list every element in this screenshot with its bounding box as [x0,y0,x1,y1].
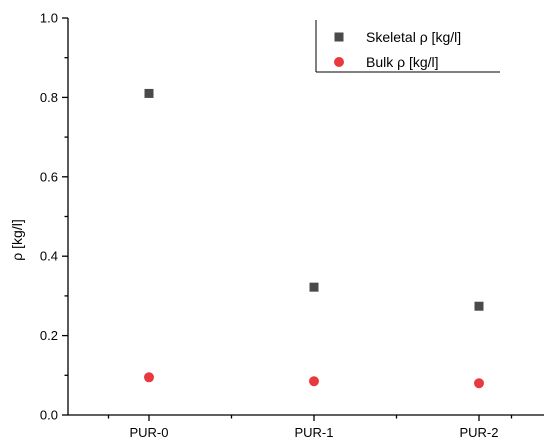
data-marks [144,88,484,389]
data-point-bulk [474,378,484,389]
y-tick-label: 0.6 [40,169,58,184]
y-tick-label: 0.2 [40,328,58,343]
data-point-bulk [144,372,154,383]
data-point-skeletal [309,282,319,292]
legend-marker-bulk [334,57,344,67]
legend-label: Skeletal ρ [kg/l] [366,29,461,45]
y-tick-label: 0.8 [40,90,58,105]
data-point-skeletal [144,88,154,98]
legend: Skeletal ρ [kg/l] Bulk ρ [kg/l] [315,20,500,73]
x-tick-label: PUR-0 [129,425,168,440]
x-tick-label: PUR-1 [294,425,333,440]
legend-marker-skeletal [334,32,344,42]
data-point-skeletal [474,301,484,311]
y-tick-label: 0.4 [40,249,58,264]
legend-label: Bulk ρ [kg/l] [366,54,439,70]
y-tick-label: 1.0 [40,11,58,26]
axes: 0.0 0.2 0.4 0.6 0.8 1.0 PUR-0 PUR-1 PUR-2 [40,11,544,440]
data-point-bulk [309,376,319,387]
y-axis-title: ρ [kg/l] [9,219,25,260]
y-tick-label: 0.0 [40,408,58,423]
x-tick-label: PUR-2 [459,425,498,440]
